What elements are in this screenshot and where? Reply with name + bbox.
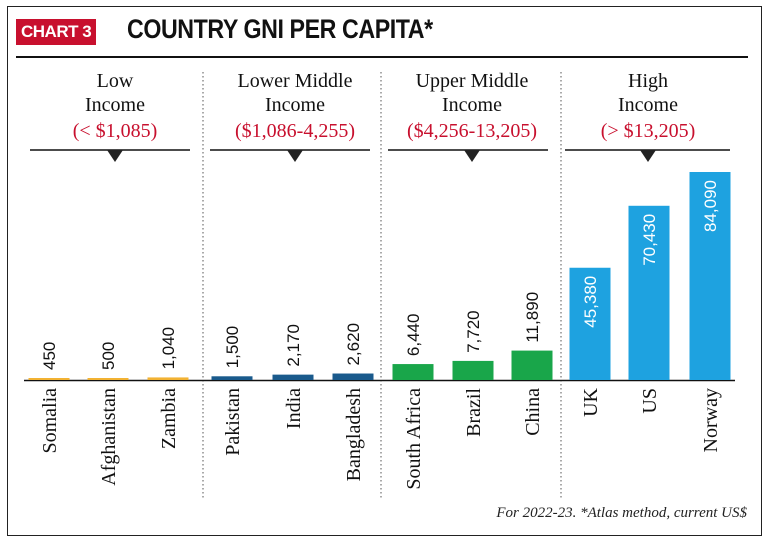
value-label-somalia: 450 <box>40 342 59 370</box>
category-label-afghanistan: Afghanistan <box>98 388 120 486</box>
value-label-afghanistan: 500 <box>99 342 118 370</box>
bar-afghanistan <box>87 378 129 380</box>
bar-pakistan <box>211 376 253 380</box>
value-label-bangladesh: 2,620 <box>344 323 363 366</box>
category-label-south-africa: South Africa <box>403 388 425 490</box>
value-label-us: 70,430 <box>640 214 659 266</box>
group-label-3-line-2: Income <box>442 94 502 116</box>
bar-south-africa <box>392 364 434 380</box>
group-label-1-line-1: Low <box>97 70 134 92</box>
bar-uk <box>569 267 611 380</box>
category-label-uk: UK <box>580 387 602 416</box>
category-label-zambia: Zambia <box>158 388 180 449</box>
category-label-pakistan: Pakistan <box>222 388 244 456</box>
group-pointer-2 <box>287 150 303 162</box>
bar-india <box>272 374 314 380</box>
group-pointer-3 <box>464 150 480 162</box>
category-label-somalia: Somalia <box>39 388 61 454</box>
group-pointer-1 <box>107 150 123 162</box>
title-divider <box>16 56 748 58</box>
value-label-zambia: 1,040 <box>159 327 178 370</box>
group-label-4-line-2: Income <box>618 94 678 116</box>
bar-somalia <box>28 378 70 380</box>
value-label-india: 2,170 <box>284 324 303 367</box>
group-range-1: (< $1,085) <box>73 120 158 142</box>
value-label-pakistan: 1,500 <box>223 326 242 369</box>
group-range-4: (> $13,205) <box>601 120 696 142</box>
bar-norway <box>689 172 731 380</box>
category-label-bangladesh: Bangladesh <box>343 388 365 481</box>
bar-brazil <box>452 360 494 380</box>
chart-title: COUNTRY GNI PER CAPITA* <box>127 14 433 44</box>
chart-footnote: For 2022-23. *Atlas method, current US$ <box>496 505 747 521</box>
value-label-uk: 45,380 <box>581 276 600 328</box>
category-label-brazil: Brazil <box>463 388 485 437</box>
group-range-3: ($4,256-13,205) <box>407 120 537 142</box>
bar-bangladesh <box>332 373 374 380</box>
value-label-norway: 84,090 <box>701 180 720 232</box>
bar-china <box>511 350 553 380</box>
category-label-us: US <box>639 388 661 414</box>
group-label-2-line-1: Lower Middle <box>238 70 353 92</box>
value-label-south-africa: 6,440 <box>404 314 423 357</box>
value-label-china: 11,890 <box>523 292 542 343</box>
category-label-norway: Norway <box>700 388 722 452</box>
bar-us <box>628 205 670 380</box>
group-label-3-line-1: Upper Middle <box>416 70 529 92</box>
bar-zambia <box>147 377 189 380</box>
category-label-india: India <box>283 388 305 429</box>
category-label-china: China <box>522 388 544 436</box>
group-label-1-line-2: Income <box>85 94 145 116</box>
value-label-brazil: 7,720 <box>464 310 483 353</box>
group-label-2-line-2: Income <box>265 94 325 116</box>
chart-badge: CHART 3 <box>16 19 97 45</box>
group-range-2: ($1,086-4,255) <box>235 120 355 142</box>
group-label-4-line-1: High <box>628 70 668 92</box>
group-pointer-4 <box>640 150 656 162</box>
